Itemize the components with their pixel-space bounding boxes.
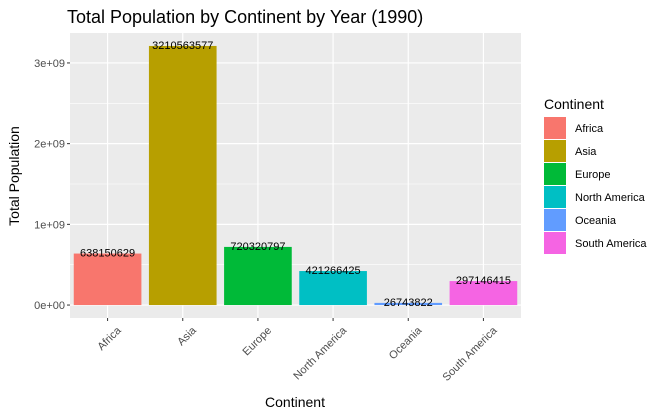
legend-label: South America	[575, 238, 647, 250]
legend-label: Africa	[575, 123, 604, 135]
legend-title: Continent	[544, 96, 604, 112]
bar-asia	[148, 45, 217, 306]
legend-label: Asia	[575, 146, 597, 158]
bar-value-label: 297146415	[456, 275, 511, 287]
bar-oceania	[374, 302, 443, 306]
y-tick-label: 0e+00	[34, 300, 65, 312]
x-tick-label: Europe	[240, 325, 274, 359]
y-axis-title: Total Population	[6, 126, 22, 226]
y-axis-ticks: 0e+00 1e+09 2e+09 3e+09	[34, 58, 70, 312]
legend-key	[544, 209, 566, 231]
x-tick-label: North America	[291, 324, 349, 382]
bar-value-label: 720320797	[230, 241, 285, 253]
x-tick-label: Africa	[95, 324, 124, 353]
legend-key	[544, 232, 566, 254]
bar-value-label: 26743822	[384, 297, 433, 309]
x-axis-title: Continent	[265, 394, 325, 410]
x-axis-ticks: Africa Asia Europe North America Oceania Sout…	[95, 318, 500, 384]
y-tick-label: 1e+09	[34, 219, 65, 231]
legend-label: Oceania	[575, 215, 617, 227]
chart-title: Total Population by Continent by Year (1…	[67, 7, 423, 27]
x-tick-label: Oceania	[387, 324, 425, 362]
legend: Africa Asia Europe North America Oceania Sout…	[544, 117, 647, 254]
plot-panel	[70, 33, 521, 318]
bar-africa	[73, 253, 142, 306]
bar-value-label: 3210563577	[152, 40, 213, 52]
bar-value-label: 421266425	[306, 265, 361, 277]
bar-south-america	[449, 281, 518, 306]
minor-gridlines	[70, 102, 521, 265]
legend-key	[544, 186, 566, 208]
legend-key	[544, 140, 566, 162]
bar-north-america	[299, 271, 367, 306]
y-tick-label: 2e+09	[34, 139, 65, 151]
x-tick-label: Asia	[175, 324, 199, 348]
legend-label: North America	[575, 192, 646, 204]
legend-key	[544, 163, 566, 185]
bar-value-label: 638150629	[80, 248, 135, 260]
bar-europe	[224, 246, 292, 306]
x-tick-label: South America	[440, 324, 500, 384]
legend-label: Europe	[575, 169, 610, 181]
y-tick-label: 3e+09	[34, 58, 65, 70]
legend-key	[544, 117, 566, 139]
bars-group	[73, 45, 518, 306]
bar-labels-group: 638150629 3210563577 720320797 421266425 267…	[80, 40, 511, 309]
